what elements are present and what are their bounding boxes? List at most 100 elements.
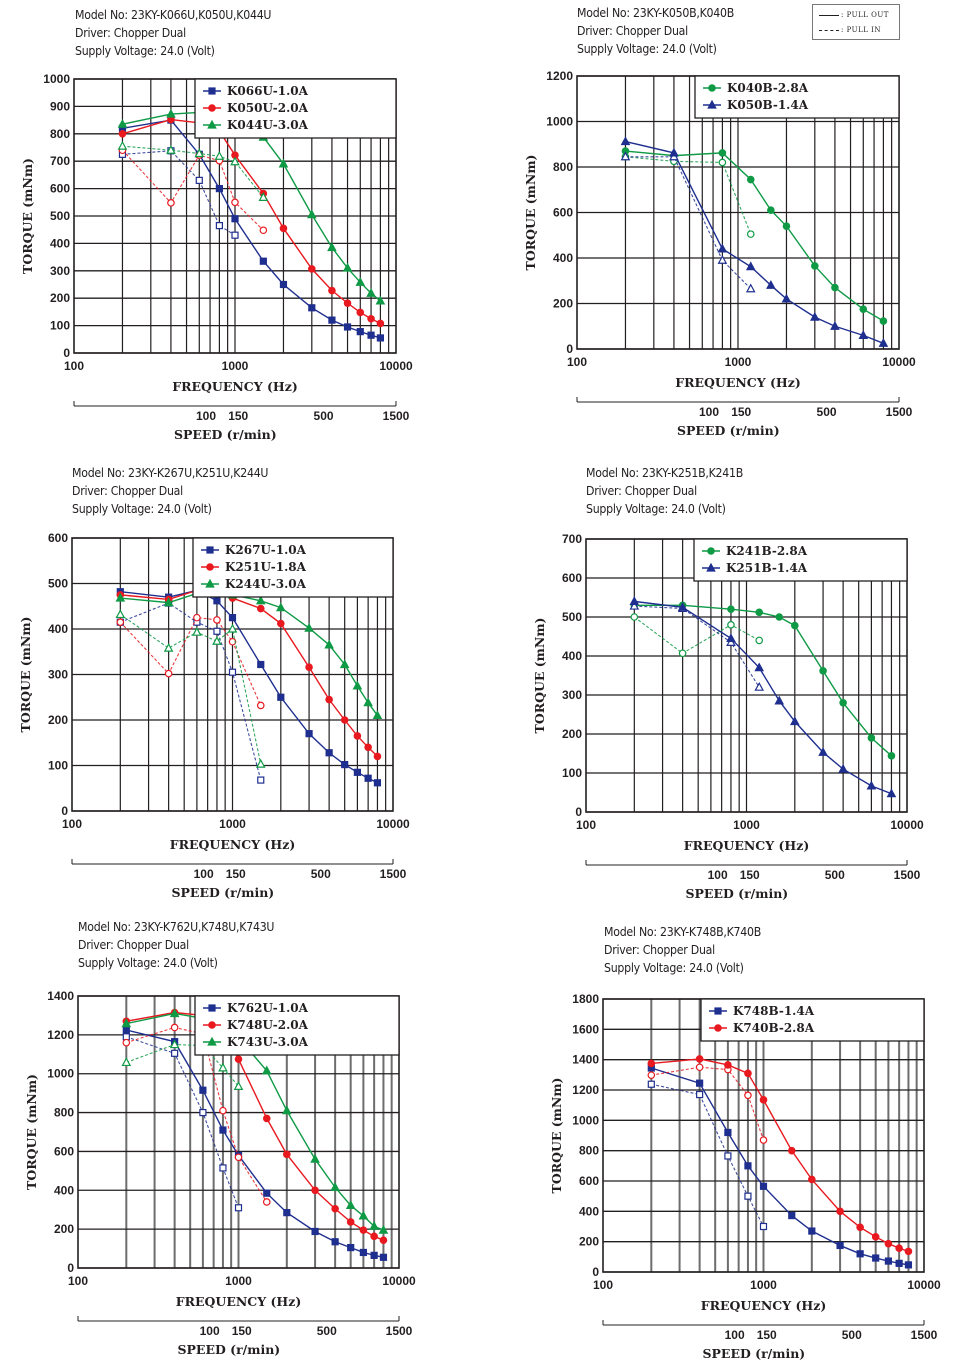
y-tick-label: 800 <box>579 1144 599 1158</box>
series-k267u-1.0a <box>116 586 382 787</box>
speed-tick-label: 100 <box>196 409 216 423</box>
pull-out-point <box>310 1153 320 1163</box>
chart-panel-k267u: Model No: 23KY-K267U,K251U,K244U Driver:… <box>0 460 470 910</box>
y-tick-label: 200 <box>54 1222 74 1236</box>
y-tick-label: 200 <box>50 291 70 305</box>
legend-label: K050U-2.0A <box>227 101 309 115</box>
x-tick-label: 100 <box>576 818 596 832</box>
driver: Driver: Chopper Dual <box>586 483 697 498</box>
pull-in-point <box>259 226 268 235</box>
pull-out-point <box>117 118 128 128</box>
series-k066u-1.0a <box>118 116 384 342</box>
y-tick-label: 500 <box>50 209 70 223</box>
y-tick-label: 500 <box>48 577 68 591</box>
pull-out-point <box>115 592 126 602</box>
pull-in-point <box>122 1038 131 1047</box>
pull-out-point <box>263 1189 271 1197</box>
speed-tick-label: 100 <box>200 1324 220 1338</box>
pull-out-point <box>311 1227 319 1236</box>
pull-out-point <box>169 1008 180 1018</box>
chart-info: Model No: 23KY-K762U,K748U,K743U Driver:… <box>78 918 274 972</box>
pull-out-point <box>345 1200 356 1210</box>
legend: K066U-1.0A K050U-2.0A K044U-3.0A <box>194 78 397 139</box>
model-number: Model No: 23KY-K050B,K040B <box>577 5 735 20</box>
pull-in-point <box>218 1062 228 1072</box>
pull-out-line <box>122 118 381 325</box>
legend-box <box>693 538 908 582</box>
legend-box <box>694 75 900 119</box>
y-tick-label: 1800 <box>572 992 599 1006</box>
pull-out-point <box>378 1224 389 1234</box>
pull-in-point <box>754 681 765 691</box>
pull-out-point <box>228 614 237 622</box>
pull-in-point <box>121 1057 132 1067</box>
speed-axis: 100 150 500 1500 SPEED (r/min) <box>73 401 410 442</box>
pull-in-point <box>695 1063 704 1072</box>
pull-out-point <box>163 597 174 607</box>
supply-voltage: Supply Voltage: 24.0 (Volt) <box>75 43 215 58</box>
pull-out-point <box>122 1026 130 1034</box>
y-tick-label: 400 <box>50 236 70 250</box>
x-tick-label: 100 <box>64 359 84 373</box>
speed-axis-label: SPEED (r/min) <box>677 423 780 438</box>
chart-info: Model No: 23KY-K267U,K251U,K244U Driver:… <box>72 464 268 518</box>
y-tick-label: 800 <box>50 127 70 141</box>
x-tick-label: 100 <box>62 817 82 831</box>
pull-out-point <box>215 185 223 193</box>
pull-out-point <box>199 1086 207 1094</box>
pull-out-point <box>259 257 267 265</box>
y-tick-label: 1200 <box>572 1083 599 1097</box>
pull-in-point <box>166 144 176 154</box>
y-tick-label: 200 <box>48 713 68 727</box>
pull-out-point <box>830 320 840 330</box>
pull-out-line <box>625 150 884 322</box>
pull-in-point <box>169 1039 180 1049</box>
pull-out-point <box>231 215 239 223</box>
y-tick-label: 1200 <box>47 1028 74 1042</box>
pull-out-point <box>775 613 784 621</box>
y-tick-label: 400 <box>48 622 68 636</box>
pull-out-point <box>369 1220 379 1230</box>
pull-out-point <box>305 663 313 672</box>
y-axis-label: TORQUE (mNm) <box>20 158 35 274</box>
speed-axis-label: SPEED (r/min) <box>172 885 275 900</box>
pull-in-point <box>745 283 756 293</box>
y-tick-label: 300 <box>50 264 70 278</box>
x-tick-label: 1000 <box>733 818 760 832</box>
series-k241b-2.8a <box>630 601 896 760</box>
pull-out-point <box>620 136 631 146</box>
y-tick-label: 400 <box>562 649 582 663</box>
pull-out-point <box>304 622 314 632</box>
legend-marker-icon <box>207 1036 217 1046</box>
series-k040b-2.8a <box>621 147 888 325</box>
legend-label: K748U-2.0A <box>227 1018 309 1032</box>
speed-axis: 100 150 500 1500 SPEED (r/min) <box>602 1320 938 1360</box>
pull-out-point <box>695 1055 704 1063</box>
speed-tick-label: 1500 <box>911 1328 938 1342</box>
x-tick-label: 100 <box>567 355 587 369</box>
pull-out-point <box>359 1226 368 1234</box>
chart-info: Model No: 23KY-K748B,K740B Driver: Chopp… <box>604 923 761 977</box>
y-tick-label: 1000 <box>546 115 573 129</box>
pull-out-point <box>305 730 313 738</box>
legend-marker-icon <box>206 563 214 571</box>
series-k740b-2.8a <box>647 1055 913 1256</box>
pull-out-point <box>363 697 373 707</box>
pull-in-line <box>126 1044 239 1087</box>
pull-out-point <box>219 1126 227 1134</box>
y-tick-label: 200 <box>562 727 582 741</box>
speed-axis-label: SPEED (r/min) <box>686 886 789 901</box>
x-tick-label: 10000 <box>376 817 410 831</box>
pull-out-point <box>867 734 876 742</box>
pull-out-point <box>727 605 735 614</box>
pull-out-point <box>283 1150 291 1159</box>
speed-axis: 100 150 500 1500 SPEED (r/min) <box>585 860 921 901</box>
chart-panel-k066u: Model No: 23KY-K066U,K050U,K044U Driver:… <box>0 0 470 450</box>
legend: K267U-1.0A K251U-1.8A K244U-3.0A <box>192 537 394 598</box>
pull-in-point <box>696 1090 704 1099</box>
pull-in-line <box>120 613 262 765</box>
chart-panel-k762u: Model No: 23KY-K762U,K748U,K743U Driver:… <box>0 910 470 1360</box>
pull-out-point <box>886 788 897 798</box>
supply-voltage: Supply Voltage: 24.0 (Volt) <box>72 501 212 516</box>
pull-in-point <box>167 199 175 207</box>
